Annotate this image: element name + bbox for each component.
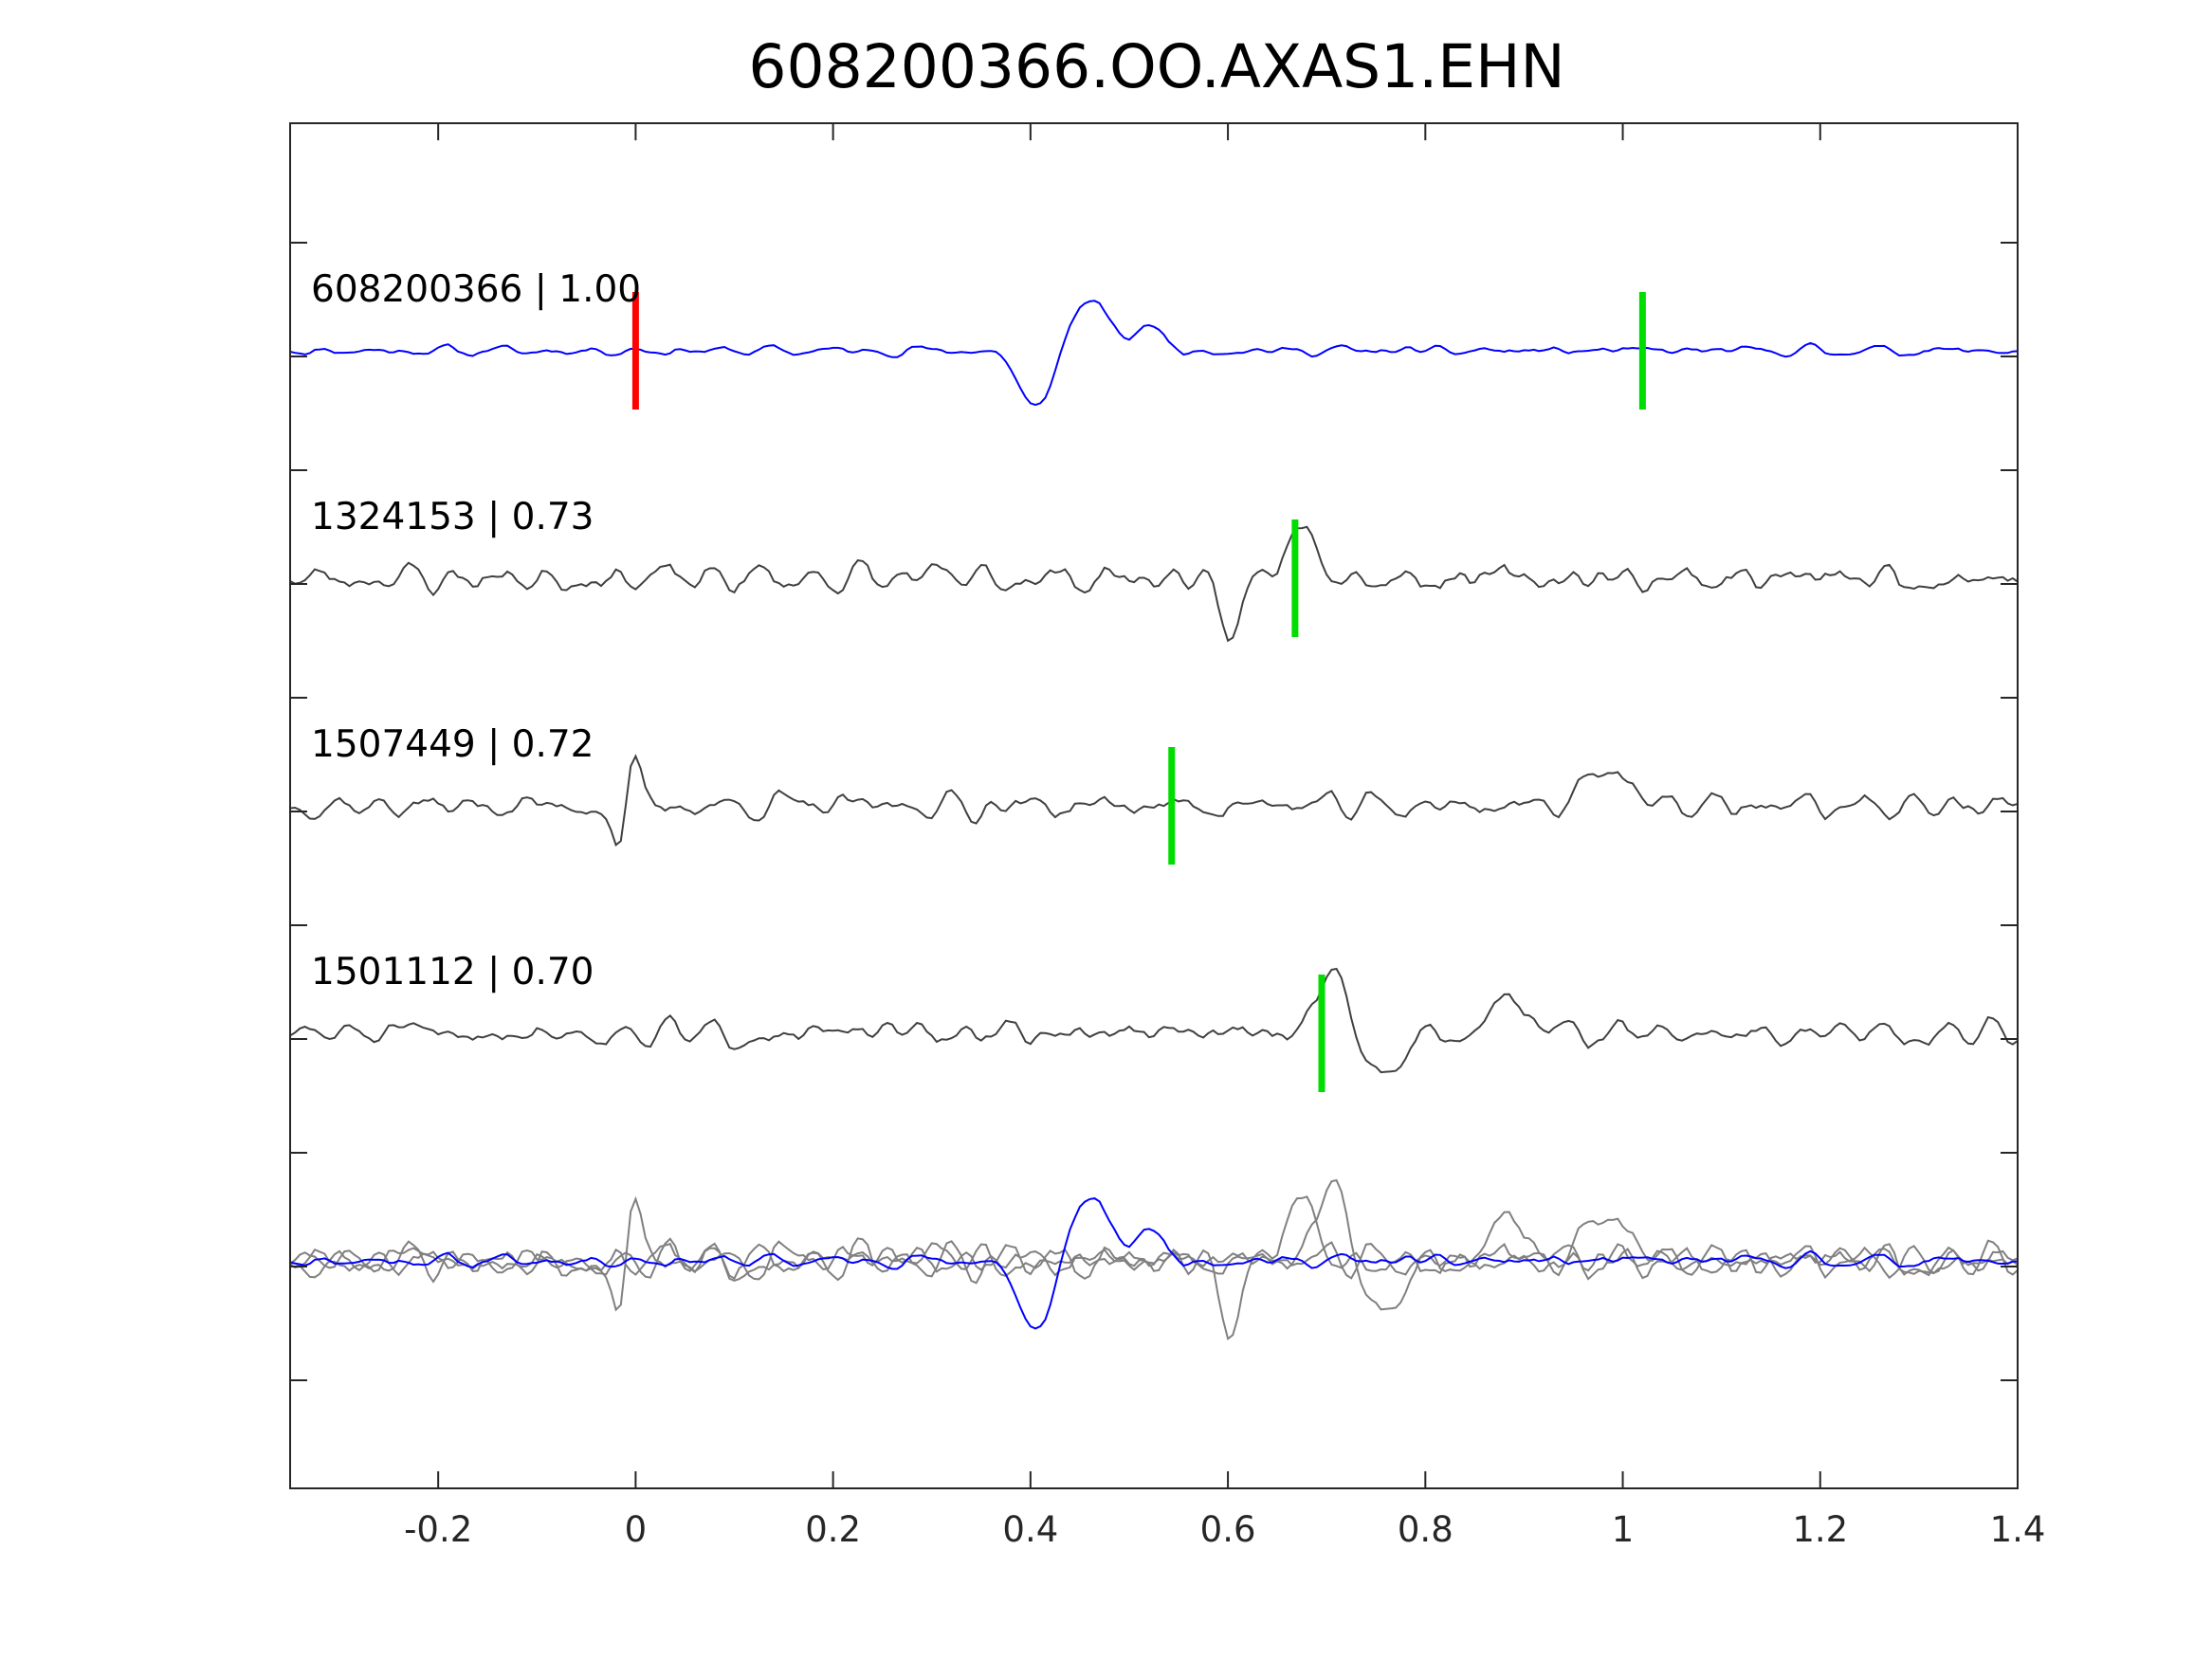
overlay-line-1501112 (289, 1178, 2019, 1311)
trace-label-1324153: 1324153 | 0.73 (311, 496, 594, 538)
trace-line-1501112 (289, 967, 2019, 1074)
chart-title: 608200366.OO.AXAS1.EHN (748, 32, 1564, 101)
x-tick-label-6: 1 (1612, 1509, 1635, 1550)
picks-layer (631, 292, 1646, 1092)
x-tick-label-7: 1.2 (1792, 1509, 1848, 1550)
traces-layer (289, 300, 2019, 1340)
x-tick-label-3: 0.4 (1002, 1509, 1058, 1550)
trace-label-1501112: 1501112 | 0.70 (311, 951, 594, 994)
x-tick-label-1: 0 (625, 1509, 648, 1550)
x-tick-label-2: 0.2 (805, 1509, 861, 1550)
x-tick-label-4: 0.6 (1200, 1509, 1256, 1550)
trace-labels-layer: 608200366 | 1.00 1324153 | 0.73 1507449 | … (311, 268, 641, 994)
trace-label-608200366: 608200366 | 1.00 (311, 268, 641, 311)
trace-line-1324153 (289, 525, 2019, 643)
x-tick-label-5: 0.8 (1398, 1509, 1453, 1550)
axes-layer: -0.2 0 0.2 0.4 0.6 0.8 1 1.2 1.4 (289, 122, 2046, 1550)
trace-line-608200366 (289, 300, 2019, 407)
x-tick-label-8: 1.4 (1990, 1509, 2046, 1550)
plot-frame (289, 122, 2019, 1489)
trace-line-1507449 (289, 754, 2019, 847)
trace-label-1507449: 1507449 | 0.72 (311, 723, 594, 766)
x-tick-label-0: -0.2 (404, 1509, 472, 1550)
overlay-line-1324153 (289, 1195, 2019, 1340)
overlay-line-608200366 (289, 1197, 2019, 1330)
